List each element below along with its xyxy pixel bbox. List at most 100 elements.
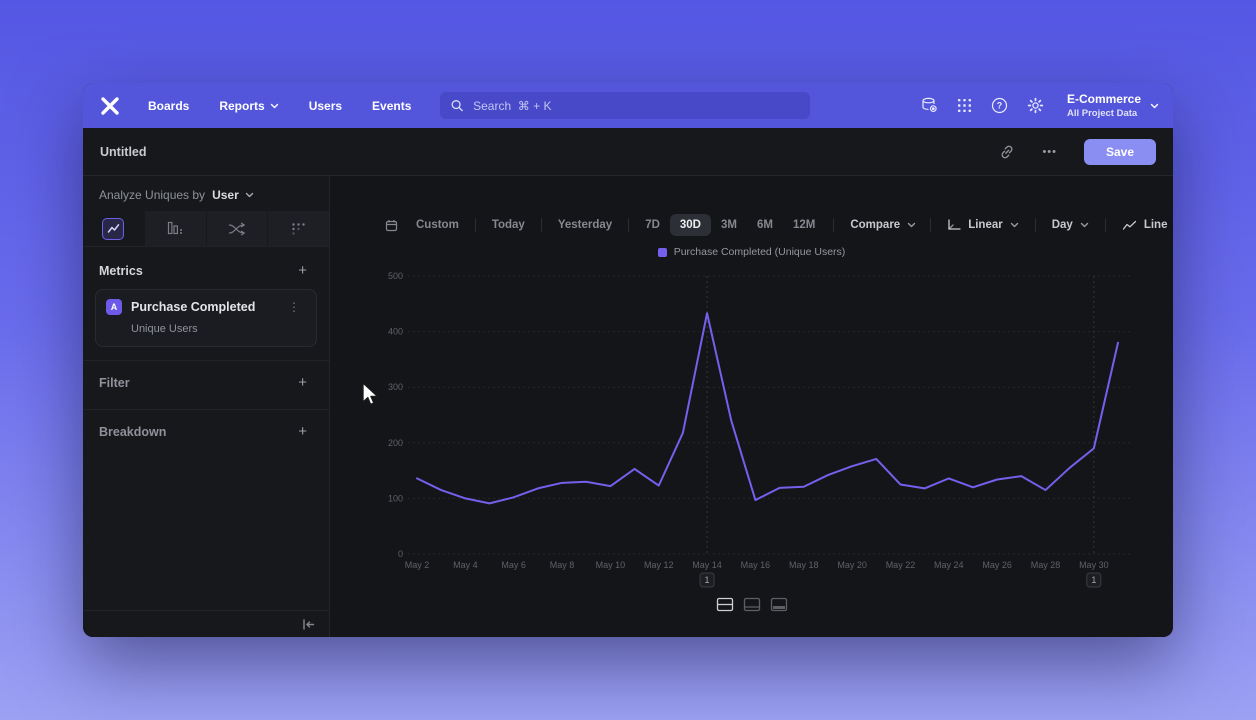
settings-gear-icon[interactable] — [1027, 97, 1044, 114]
x-axis-tick-label: May 8 — [550, 560, 575, 570]
query-sidebar: Analyze Uniques by User — [83, 176, 330, 637]
nav-reports-label: Reports — [219, 98, 265, 113]
x-axis-tick-label: May 28 — [1031, 560, 1061, 570]
chart-panel: Custom Today Yesterday 7D 30D 3M 6M 12M Compare… — [330, 176, 1173, 637]
chart-view-toggle[interactable] — [716, 597, 734, 612]
line-chart-svg[interactable]: 0 100 200 300 400 500 May 2 May 4 May 6 May 8 May … — [330, 261, 1173, 606]
collapse-sidebar-button[interactable] — [301, 618, 316, 631]
x-axis-tick-label: May 6 — [501, 560, 526, 570]
retention-dots-icon — [292, 222, 305, 235]
range-today-button[interactable]: Today — [491, 219, 525, 231]
chevron-down-icon — [1080, 222, 1089, 228]
toolbar-separator — [1034, 218, 1036, 232]
nav-boards[interactable]: Boards — [148, 99, 189, 113]
x-axis-tick-label: May 30 — [1079, 560, 1109, 570]
copy-link-button[interactable] — [999, 144, 1015, 160]
x-axis-tick-label: May 20 — [837, 560, 867, 570]
scale-dropdown[interactable]: Linear — [939, 219, 1027, 231]
x-axis-tick-label: May 10 — [596, 560, 626, 570]
data-management-icon[interactable] — [921, 97, 938, 114]
tab-funnels[interactable] — [143, 211, 206, 246]
nav-events-label: Events — [372, 98, 412, 113]
x-axis-tick-label: May 12 — [644, 560, 674, 570]
legend-label: Purchase Completed (Unique Users) — [673, 246, 846, 258]
report-title[interactable]: Untitled — [100, 144, 147, 159]
nav-users[interactable]: Users — [309, 99, 342, 113]
breakdown-section-header: Breakdown + — [83, 410, 329, 454]
toolbar-separator — [833, 218, 835, 232]
range-custom-button[interactable]: Custom — [416, 219, 459, 231]
save-button[interactable]: Save — [1084, 138, 1156, 165]
chevron-down-icon — [270, 103, 278, 108]
section-divider — [83, 360, 329, 361]
legend-swatch — [657, 247, 667, 257]
nav-events[interactable]: Events — [372, 99, 411, 113]
content-row: Analyze Uniques by User — [83, 176, 1173, 637]
chart-legend[interactable]: Purchase Completed (Unique Users) — [330, 246, 1173, 258]
help-icon[interactable]: ? — [991, 97, 1008, 114]
annotation-badge — [1086, 572, 1102, 588]
range-7d-button[interactable]: 7D — [645, 219, 660, 231]
nav-boards-label: Boards — [148, 98, 190, 113]
flows-icon — [228, 222, 246, 235]
metric-menu-button[interactable]: ⋮ — [282, 299, 306, 315]
analyze-by-value: User — [212, 188, 239, 202]
chart-display-controls: Linear Day Line — [924, 218, 1173, 232]
nav-reports[interactable]: Reports — [219, 99, 278, 113]
metrics-title: Metrics — [99, 264, 143, 278]
x-axis-tick-label: May 24 — [934, 560, 964, 570]
nav-right-cluster: ? E-Commerce All Project Data — [921, 83, 1159, 128]
top-nav: Boards Reports Users Events ? — [83, 83, 1173, 128]
metric-card[interactable]: A Purchase Completed ⋮ Unique Users — [95, 289, 317, 347]
chart-type-dropdown[interactable]: Line — [1114, 219, 1173, 231]
x-axis-tick-label: May 4 — [453, 560, 478, 570]
project-switcher[interactable]: E-Commerce All Project Data — [1067, 92, 1159, 119]
compare-dropdown[interactable]: Compare — [842, 219, 924, 231]
y-axis-tick-label: 500 — [388, 271, 403, 281]
range-6m-button[interactable]: 6M — [756, 219, 773, 231]
range-yesterday-button[interactable]: Yesterday — [557, 219, 613, 231]
nav-menu: Boards Reports Users Events — [148, 99, 411, 113]
chevron-down-icon — [245, 192, 253, 198]
chart-toolbar: Custom Today Yesterday 7D 30D 3M 6M 12M Compare… — [330, 212, 1173, 238]
add-metric-button[interactable]: + — [292, 263, 313, 278]
funnel-bars-icon — [167, 221, 182, 235]
add-filter-button[interactable]: + — [292, 375, 313, 390]
chart-table-view-toggle[interactable] — [743, 597, 761, 612]
analyze-by-label: Analyze Uniques by — [99, 188, 206, 202]
date-range-group: Custom Today Yesterday 7D 30D 3M 6M 12M Compare — [385, 214, 924, 236]
metric-aggregation[interactable]: Unique Users — [131, 323, 198, 335]
apps-grid-icon[interactable] — [957, 98, 972, 113]
linear-scale-icon — [948, 219, 961, 230]
metric-series-badge: A — [106, 299, 122, 315]
table-view-toggle[interactable] — [770, 597, 788, 612]
add-breakdown-button[interactable]: + — [292, 424, 313, 439]
metrics-section-header: Metrics + — [83, 247, 329, 288]
nav-users-label: Users — [308, 98, 343, 113]
metric-event-name: Purchase Completed — [131, 300, 256, 314]
analyze-by-dropdown[interactable]: Analyze Uniques by User — [83, 176, 329, 211]
x-axis-tick-label: May 14 — [692, 560, 722, 570]
interval-dropdown[interactable]: Day — [1044, 219, 1097, 231]
search-input[interactable] — [471, 97, 799, 114]
range-12m-button[interactable]: 12M — [792, 219, 816, 231]
tab-flows[interactable] — [205, 211, 268, 246]
annotation-badge — [699, 572, 715, 588]
tab-retention[interactable] — [267, 211, 329, 246]
y-axis-tick-label: 200 — [388, 438, 403, 448]
calendar-icon — [385, 219, 398, 232]
search-box[interactable] — [440, 92, 810, 119]
insights-chart-icon — [102, 217, 125, 240]
sidebar-footer — [83, 610, 329, 637]
range-3m-button[interactable]: 3M — [721, 219, 737, 231]
tab-insights[interactable] — [83, 211, 144, 246]
more-options-button[interactable]: ••• — [1036, 145, 1063, 159]
report-header: Untitled ••• Save — [83, 128, 1173, 176]
y-axis-tick-label: 100 — [388, 493, 403, 503]
chevron-down-icon — [1150, 103, 1159, 108]
y-axis-tick-label: 0 — [398, 549, 403, 559]
x-axis-tick-label: May 26 — [982, 560, 1012, 570]
range-30d-button[interactable]: 30D — [669, 214, 711, 236]
report-header-actions: ••• Save — [999, 138, 1156, 165]
mixpanel-logo-icon[interactable] — [99, 95, 121, 117]
